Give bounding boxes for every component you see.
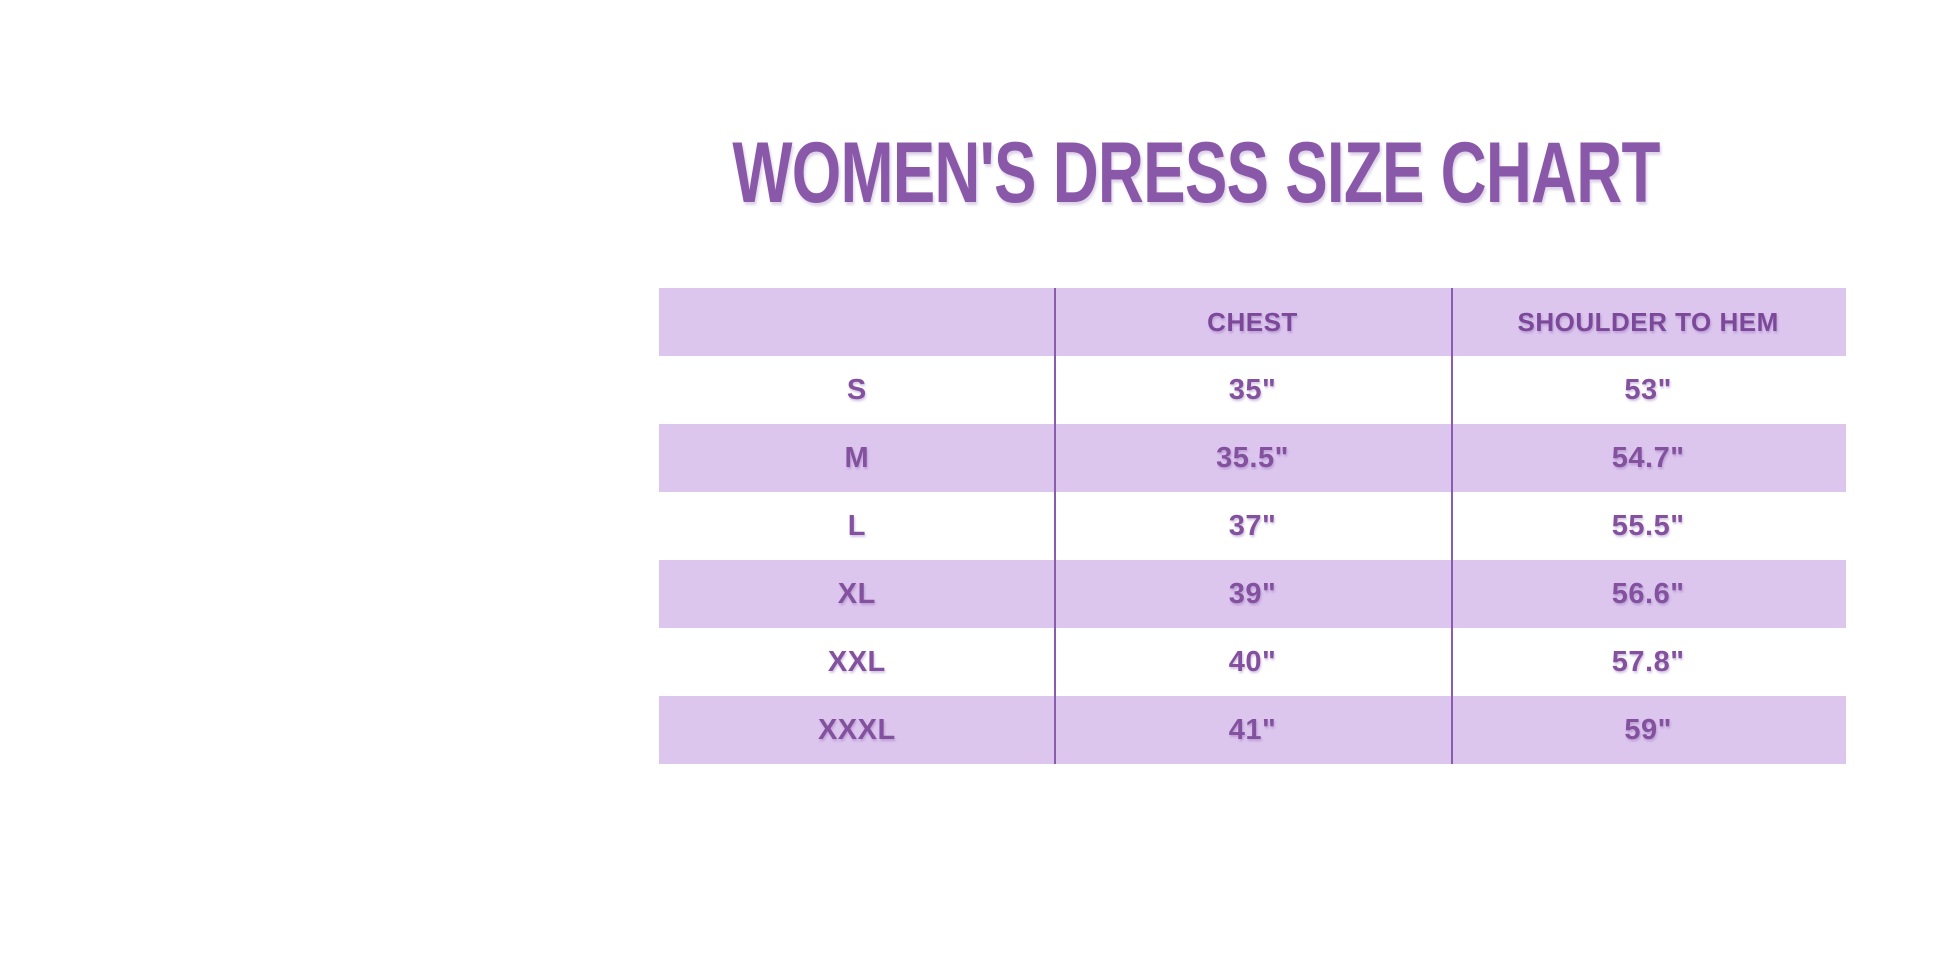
cell-shoulder-to-hem: 53"	[1624, 373, 1672, 406]
table-row-m: M 35.5" 54.7"	[659, 424, 1846, 492]
cell-size: S	[846, 373, 867, 406]
page-title: WOMEN'S DRESS SIZE CHART	[732, 124, 1660, 221]
cell-shoulder-to-hem: 55.5"	[1611, 509, 1685, 542]
cell-shoulder-to-hem: 59"	[1624, 713, 1672, 746]
table-row-xxxl: XXXL 41" 59"	[659, 696, 1846, 764]
cell-size: L	[847, 509, 866, 542]
cell-size: XXL	[827, 645, 886, 678]
cell-shoulder-to-hem: 57.8"	[1611, 645, 1685, 678]
cell-size: XXXL	[817, 713, 896, 746]
table-header-row: CHEST SHOULDER TO HEM	[659, 288, 1846, 356]
cell-chest: 40"	[1228, 645, 1277, 678]
cell-chest: 37"	[1228, 509, 1277, 542]
cell-chest: 35"	[1228, 373, 1277, 406]
table-row-l: L 37" 55.5"	[659, 492, 1846, 560]
column-divider-2	[1451, 288, 1453, 764]
cell-chest: 41"	[1228, 713, 1277, 746]
cell-shoulder-to-hem: 54.7"	[1611, 441, 1685, 474]
table-row-xl: XL 39" 56.6"	[659, 560, 1846, 628]
cell-size: XL	[837, 577, 876, 610]
size-chart-table: CHEST SHOULDER TO HEM S 35" 53" M 35.5" …	[659, 288, 1846, 764]
cell-chest: 39"	[1228, 577, 1277, 610]
table-row-xxl: XXL 40" 57.8"	[659, 628, 1846, 696]
header-cell-chest: CHEST	[1207, 306, 1298, 337]
table-row-s: S 35" 53"	[659, 356, 1846, 424]
cell-size: M	[844, 441, 870, 474]
cell-shoulder-to-hem: 56.6"	[1611, 577, 1685, 610]
column-divider-1	[1054, 288, 1056, 764]
header-cell-shoulder-to-hem: SHOULDER TO HEM	[1517, 306, 1779, 337]
cell-chest: 35.5"	[1216, 441, 1289, 474]
